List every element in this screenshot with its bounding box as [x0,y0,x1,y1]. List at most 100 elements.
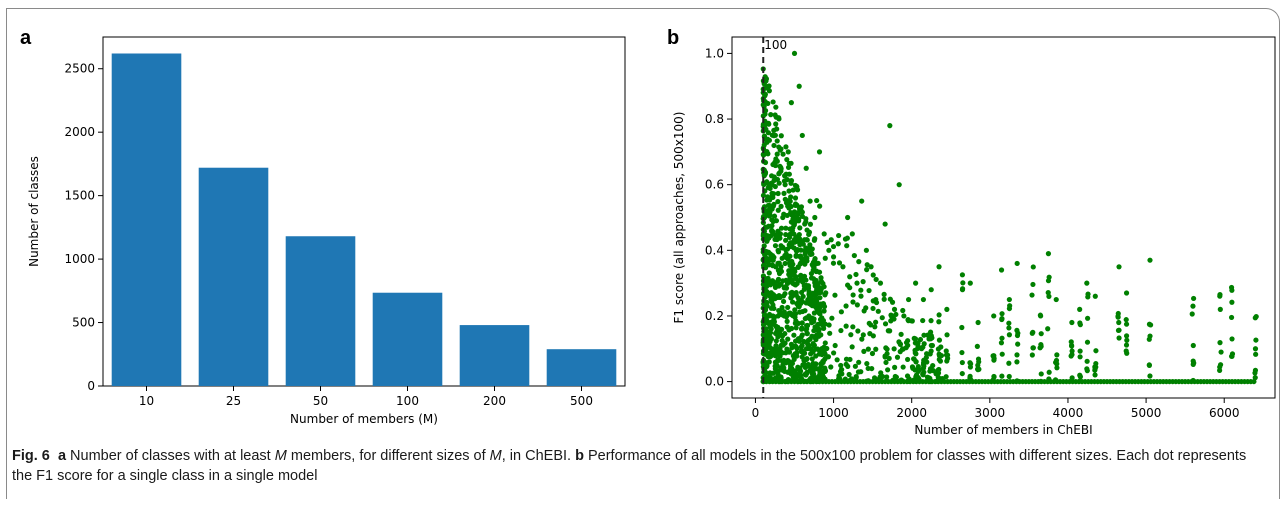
scatter-point [780,367,786,373]
scatter-point [839,371,845,377]
scatter-point [772,243,779,249]
scatter-point [803,326,809,333]
scatter-point [1030,281,1036,288]
scatter-point [845,214,851,221]
scatter-point [794,301,800,307]
scatter-point [848,332,854,338]
scatter-point [861,348,867,354]
y-tick-label-b: 0.0 [705,375,724,389]
scatter-point [779,333,786,339]
scatter-point [768,296,774,303]
scatter-point [929,335,935,341]
scatter-point [959,324,965,331]
scatter-point [816,269,823,275]
scatter-point [767,324,773,330]
scatter-point [804,356,810,362]
scatter-point [782,260,788,267]
scatter-point [960,280,966,286]
scatter-point [770,99,776,105]
scatter-point [1252,346,1259,352]
scatter-point [776,144,782,150]
scatter-point [1147,373,1153,379]
scatter-point [991,357,997,363]
scatter-point [790,187,796,193]
scatter-point [1045,251,1052,257]
scatter-point [840,264,846,270]
scatter-point [859,198,865,204]
scatter-point [788,278,794,284]
scatter-point [1029,292,1035,298]
scatter-point [767,374,773,381]
scatter-point [1014,359,1020,365]
scatter-point [879,315,885,321]
scatter-point [793,274,799,280]
scatter-point [1045,326,1051,332]
scatter-point [846,371,852,378]
scatter-point [826,322,832,328]
scatter-point [764,283,770,289]
scatter-point [779,304,785,311]
scatter-point [766,270,772,276]
scatter-point [788,295,794,301]
scatter-point [794,345,800,352]
scatter-point [944,332,950,338]
scatter-point [959,349,965,356]
scatter-point [1123,321,1130,327]
scatter-point [1006,332,1012,338]
scatter-point [771,127,777,134]
scatter-point [1252,367,1259,373]
scatter-point [896,182,902,188]
x-tick-label-b: 3000 [975,406,1006,420]
scatter-point [897,341,903,347]
scatter-point [797,253,803,260]
scatter-point [760,151,766,158]
scatter-point [1069,352,1075,358]
y-tick-label-b: 0.6 [705,178,724,192]
scatter-point [933,370,939,376]
scatter-point [780,298,787,305]
scatter-point [912,336,919,342]
scatter-point [1077,372,1083,378]
scatter-point [760,192,767,199]
scatter-point [786,188,792,194]
scatter-point [804,331,810,337]
scatter-point [776,170,782,176]
x-tick-label-b: 4000 [1053,406,1084,420]
scatter-point [783,231,789,238]
scatter-point [830,254,837,260]
scatter-point [817,295,823,301]
scatter-point [975,319,981,326]
scatter-point [790,225,796,231]
caption-a-text-3: , in ChEBI. [501,448,576,464]
scatter-point [1146,362,1152,368]
scatter-point [1148,322,1154,328]
scatter-point [793,216,799,222]
scatter-point [781,357,787,364]
scatter-point [822,356,828,362]
scatter-point [1030,264,1036,270]
scatter-point [999,316,1005,322]
scatter-point [870,272,876,278]
scatter-point [877,280,884,286]
scatter-point [797,365,803,371]
scatter-point [800,349,806,355]
scatter-point [797,225,803,231]
scatter-point [858,369,864,375]
scatter-point [1191,295,1197,302]
scatter-point [767,197,773,203]
scatter-point [854,302,860,308]
scatter-point [892,364,898,370]
scatter-point [775,276,782,283]
scatter-point [921,363,927,369]
scatter-point [849,231,855,237]
scatter-point [858,293,864,299]
scatter-point [769,252,776,259]
scatter-point [903,339,910,346]
scatter-point [816,367,823,373]
caption-a-m1: M [274,448,287,464]
scatter-point [936,356,942,363]
scatter-point [788,341,795,347]
scatter-point [1253,337,1259,343]
bar-25 [198,167,269,386]
scatter-point [766,121,772,127]
